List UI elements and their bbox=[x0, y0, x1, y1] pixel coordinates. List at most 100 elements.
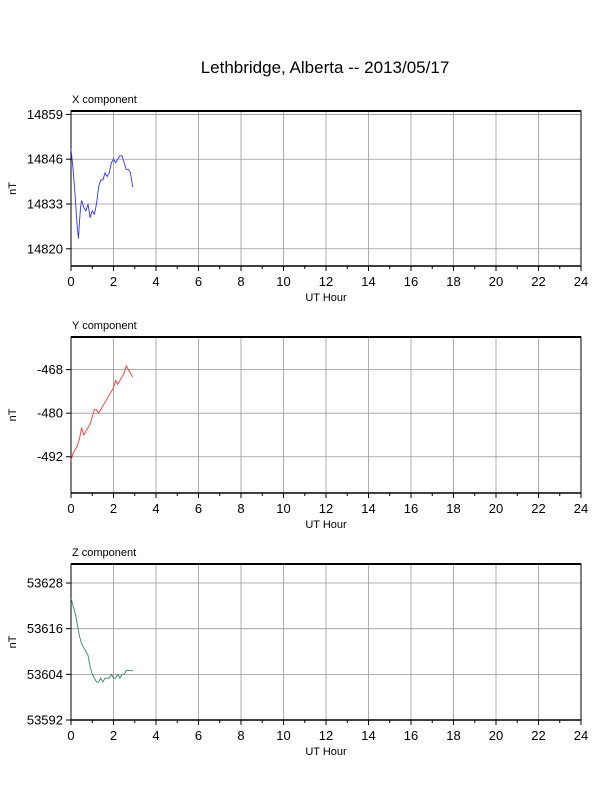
data-point bbox=[89, 666, 91, 668]
x-tick-label: 2 bbox=[110, 274, 117, 289]
data-point bbox=[89, 217, 91, 219]
data-point bbox=[98, 186, 99, 188]
data-point bbox=[85, 430, 87, 432]
x-tick-label: 20 bbox=[489, 501, 503, 516]
x-tick-label: 18 bbox=[446, 501, 460, 516]
data-point bbox=[91, 673, 93, 675]
data-point bbox=[96, 409, 97, 410]
x-tick-label: 6 bbox=[195, 274, 202, 289]
data-point bbox=[113, 158, 114, 160]
data-point bbox=[106, 176, 108, 177]
data-point bbox=[89, 423, 91, 425]
x-tick-label: 10 bbox=[276, 728, 290, 743]
x-tick-label: 0 bbox=[67, 501, 74, 516]
data-point bbox=[87, 203, 89, 205]
y-tick-label: 53628 bbox=[27, 576, 63, 591]
x-axis-label: UT Hour bbox=[305, 292, 347, 304]
data-point bbox=[130, 372, 131, 374]
x-tick-label: 6 bbox=[195, 728, 202, 743]
data-point bbox=[77, 445, 78, 447]
x-tick-label: 22 bbox=[531, 501, 545, 516]
data-point bbox=[117, 158, 119, 160]
y-axis-label: nT bbox=[7, 182, 19, 195]
data-point bbox=[104, 677, 106, 679]
x-tick-label: 4 bbox=[152, 274, 159, 289]
data-point bbox=[123, 673, 125, 675]
data-point bbox=[100, 179, 102, 181]
data-point bbox=[117, 673, 119, 675]
data-point bbox=[132, 670, 133, 671]
x-tick-label: 2 bbox=[110, 728, 117, 743]
x-tick-label: 22 bbox=[531, 274, 545, 289]
data-point bbox=[77, 227, 78, 229]
y-tick-label: 53604 bbox=[27, 667, 63, 682]
x-tick-label: 20 bbox=[489, 728, 503, 743]
data-point bbox=[111, 162, 112, 164]
data-point bbox=[94, 677, 95, 679]
data-point bbox=[80, 207, 81, 208]
x-tick-label: 4 bbox=[152, 501, 159, 516]
y-tick-label: 53592 bbox=[27, 713, 63, 728]
data-point bbox=[72, 605, 74, 607]
data-point bbox=[81, 427, 82, 429]
x-tick-label: 22 bbox=[531, 728, 545, 743]
data-point bbox=[79, 220, 80, 222]
data-point bbox=[96, 681, 97, 683]
data-point bbox=[81, 200, 82, 201]
panel-x-component: 0 2 4 6 8 10 12 14 16 18 20 22 241482014833148461485… bbox=[7, 94, 588, 304]
data-point bbox=[121, 155, 123, 157]
data-point bbox=[102, 179, 104, 181]
data-point bbox=[102, 405, 104, 407]
data-point bbox=[82, 203, 84, 205]
x-axis-label: UT Hour bbox=[305, 519, 347, 531]
y-tick-label: -480 bbox=[37, 406, 63, 421]
data-point bbox=[78, 238, 79, 239]
data-series-line bbox=[70, 148, 134, 239]
data-point bbox=[125, 169, 127, 170]
data-point bbox=[123, 372, 125, 374]
data-point bbox=[72, 169, 74, 170]
data-point bbox=[128, 369, 129, 371]
panel-label: X component bbox=[72, 94, 137, 106]
data-point bbox=[130, 670, 131, 671]
x-tick-label: 24 bbox=[574, 728, 588, 743]
x-tick-label: 8 bbox=[237, 274, 244, 289]
x-tick-label: 10 bbox=[276, 501, 290, 516]
x-tick-label: 20 bbox=[489, 274, 503, 289]
panel-label: Z component bbox=[72, 547, 136, 559]
y-tick-label: 14846 bbox=[27, 152, 63, 167]
y-tick-label: -468 bbox=[37, 362, 63, 377]
data-point bbox=[125, 365, 127, 367]
x-tick-label: 12 bbox=[319, 728, 333, 743]
data-point bbox=[113, 677, 114, 679]
panel-label: Y component bbox=[72, 320, 137, 332]
data-point bbox=[111, 391, 112, 392]
x-tick-label: 10 bbox=[276, 274, 290, 289]
data-point bbox=[70, 597, 72, 599]
x-tick-label: 18 bbox=[446, 274, 460, 289]
data-point bbox=[79, 438, 80, 439]
data-point bbox=[117, 383, 119, 385]
data-point bbox=[96, 203, 97, 205]
x-tick-label: 14 bbox=[361, 728, 375, 743]
data-point bbox=[73, 182, 75, 184]
data-point bbox=[74, 449, 76, 450]
data-point bbox=[121, 673, 123, 675]
data-point bbox=[91, 210, 93, 212]
data-point bbox=[70, 148, 72, 150]
x-tick-label: 2 bbox=[110, 501, 117, 516]
data-point bbox=[125, 670, 127, 671]
data-point bbox=[77, 624, 78, 626]
data-point bbox=[119, 677, 121, 679]
x-tick-label: 16 bbox=[404, 728, 418, 743]
data-point bbox=[115, 162, 116, 164]
data-point bbox=[74, 613, 76, 614]
data-point bbox=[115, 380, 116, 381]
x-tick-label: 24 bbox=[574, 274, 588, 289]
y-tick-label: 14833 bbox=[27, 197, 63, 212]
data-point bbox=[123, 162, 125, 164]
data-point bbox=[128, 670, 129, 671]
data-point bbox=[113, 387, 114, 389]
data-point bbox=[98, 412, 99, 414]
